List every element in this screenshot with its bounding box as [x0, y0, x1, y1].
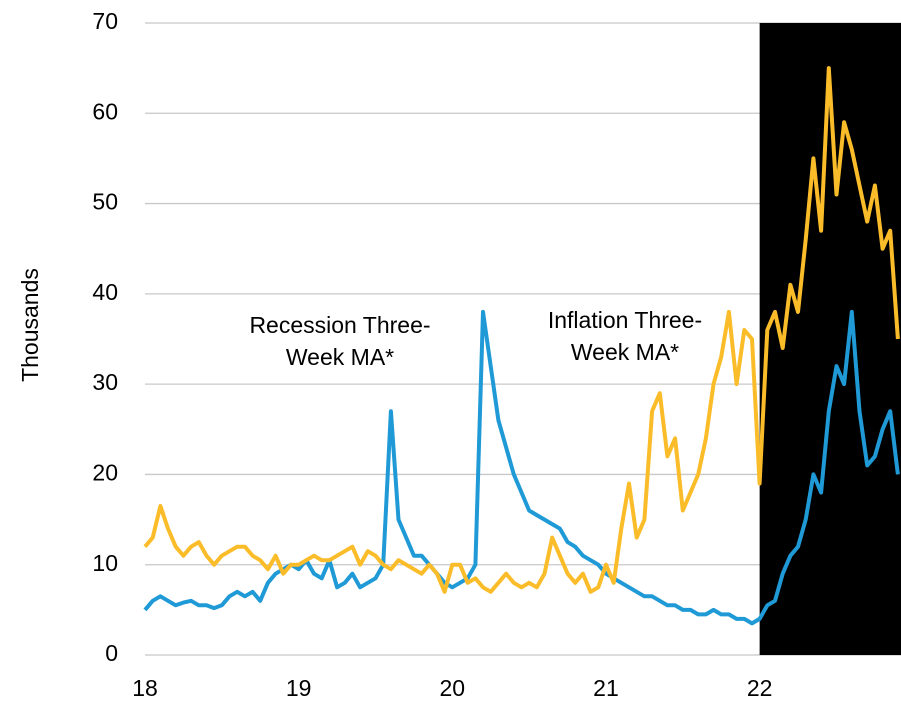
y-axis-label: Thousands [17, 268, 43, 382]
x-tick-label: 18 [132, 675, 158, 701]
y-tick-label: 0 [105, 640, 118, 666]
y-tick-label: 70 [92, 8, 118, 34]
annotation: Recession Three- [249, 312, 430, 338]
annotation: Week MA* [571, 339, 679, 365]
annotation: Inflation Three- [548, 307, 702, 333]
y-tick-label: 30 [92, 369, 118, 395]
x-tick-label: 22 [747, 675, 773, 701]
x-tick-label: 21 [593, 675, 619, 701]
y-tick-label: 60 [92, 98, 118, 124]
annotation: Week MA* [286, 344, 394, 370]
y-tick-label: 50 [92, 189, 118, 215]
y-tick-label: 20 [92, 460, 118, 486]
series-line [143, 66, 900, 594]
x-tick-label: 19 [286, 675, 312, 701]
x-tick-label: 20 [440, 675, 466, 701]
y-tick-label: 10 [92, 550, 118, 576]
series-line [143, 309, 900, 626]
y-tick-label: 40 [92, 279, 118, 305]
